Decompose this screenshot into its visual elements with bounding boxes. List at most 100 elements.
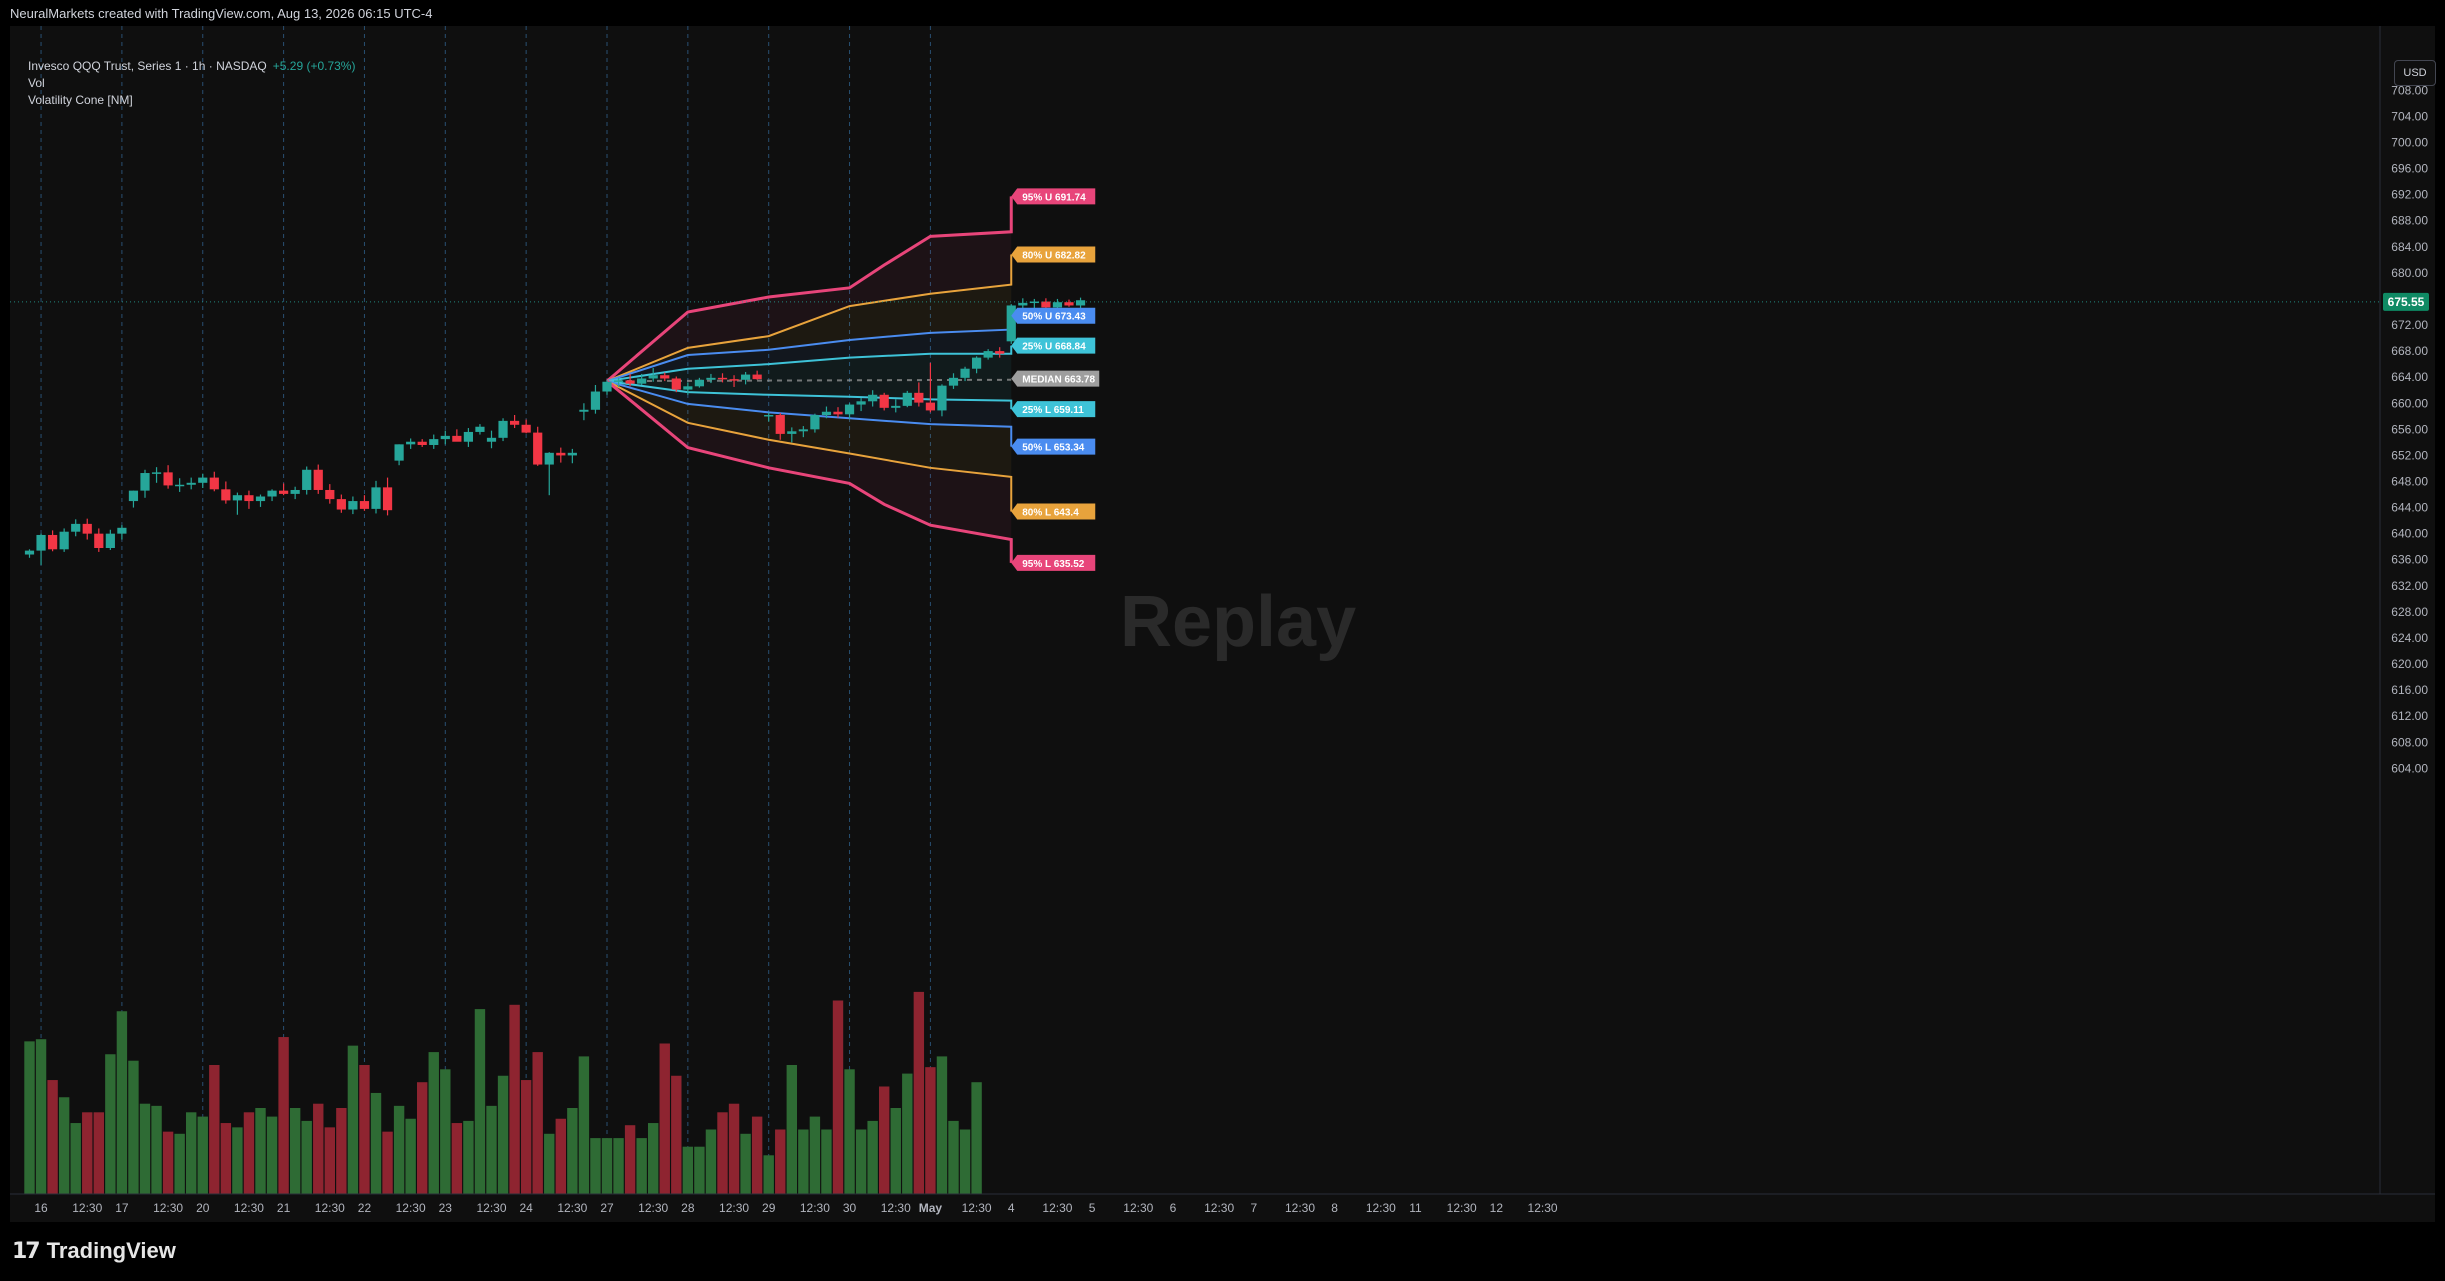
volume-bar: [128, 1060, 139, 1194]
candle-body: [510, 420, 520, 425]
price-tick-label: 672.00: [2391, 318, 2428, 332]
price-tick-label: 652.00: [2391, 448, 2428, 462]
currency-button[interactable]: USD: [2394, 60, 2436, 86]
volume-bar: [636, 1138, 647, 1194]
candle-body: [891, 405, 901, 408]
volume-bar: [105, 1054, 116, 1194]
legend-symbol[interactable]: Invesco QQQ Trust, Series 1 · 1h · NASDA…: [28, 59, 267, 73]
time-tick-label: 21: [277, 1201, 291, 1215]
time-tick-label: 12:30: [396, 1201, 426, 1215]
volume-bar: [659, 1043, 670, 1194]
time-axis[interactable]: 16 12:30 17 12:30 20 12:30 21 12:30 22 12:30 23 12:…: [10, 1193, 2435, 1222]
volume-bar: [520, 1080, 532, 1194]
price-tick-label: 628.00: [2391, 605, 2428, 619]
candle-body: [983, 351, 993, 358]
volume-bar: [486, 1105, 497, 1194]
time-tick-label: 5: [1089, 1201, 1096, 1215]
volume-bar: [359, 1065, 370, 1194]
volume-bar: [844, 1069, 855, 1194]
cone-line-25u: [606, 345, 1013, 383]
volume-bar: [532, 1052, 543, 1194]
candle-body: [186, 482, 196, 485]
candle-body: [948, 377, 959, 386]
candle-body: [752, 374, 762, 380]
tradingview-logo-icon: 17: [12, 1238, 41, 1264]
time-tick-label: 22: [358, 1201, 372, 1215]
time-tick-label: 30: [843, 1201, 857, 1215]
time-tick-label: 27: [600, 1201, 614, 1215]
volume-bar: [821, 1129, 832, 1194]
volume-bar: [613, 1138, 624, 1194]
candle-body: [544, 452, 554, 465]
candle-body: [972, 357, 982, 369]
time-tick-label: 24: [519, 1201, 533, 1215]
cone-label-bg: [1011, 503, 1096, 520]
volume-bar: [70, 1123, 81, 1194]
candle-body: [163, 472, 173, 486]
candle-body: [140, 473, 150, 491]
candle-body: [1075, 300, 1086, 306]
price-chart[interactable]: Replay 95% U 691.74 80% U 682.82 50% U 673…: [10, 26, 2435, 1222]
volume-bar: [232, 1127, 243, 1194]
cone-label-bg: [1011, 370, 1100, 387]
candle-body: [775, 414, 785, 434]
volume-bar: [174, 1133, 185, 1194]
time-tick-label: 6: [1170, 1201, 1177, 1215]
volume-bar: [93, 1112, 104, 1194]
session-grid: [40, 26, 931, 1194]
time-tick-label: 12:30: [557, 1201, 587, 1215]
cone-labels: 95% U 691.74 80% U 682.82 50% U 673.43 25% …: [1011, 188, 1100, 571]
cone-band-6: [607, 381, 1012, 540]
time-tick-label: 12:30: [1123, 1201, 1153, 1215]
chart-pane[interactable]: Replay 95% U 691.74 80% U 682.82 50% U 673…: [10, 26, 2436, 1222]
price-tick-label: 684.00: [2391, 240, 2428, 254]
volume-bar: [35, 1039, 47, 1194]
candle-body: [429, 439, 439, 445]
candle-body: [741, 374, 751, 380]
time-tick-label: 12:30: [719, 1201, 749, 1215]
volume-bar: [809, 1116, 821, 1194]
candle-body: [637, 378, 647, 384]
candle-body: [325, 489, 335, 500]
price-tick-label: 640.00: [2391, 527, 2428, 541]
candle-body: [868, 394, 878, 402]
time-tick-label: May: [919, 1201, 943, 1215]
volume-bar: [428, 1052, 439, 1194]
candle-body: [59, 531, 69, 550]
legend-volume[interactable]: Vol: [28, 76, 45, 90]
candle-body: [175, 484, 185, 487]
time-tick-label: 12:30: [962, 1201, 992, 1215]
volume-bar: [116, 1011, 128, 1194]
cone-line-80u: [606, 254, 1013, 383]
volume-bar: [336, 1108, 347, 1194]
candle-body: [94, 533, 104, 549]
replay-watermark-text: Replay: [1120, 582, 1356, 662]
price-tick-label: 704.00: [2391, 109, 2428, 123]
volume-bar: [671, 1075, 682, 1194]
volume-bar: [209, 1065, 220, 1194]
candle-body: [625, 380, 635, 384]
candle-body: [960, 368, 970, 378]
price-axis[interactable]: 604.00 608.00 612.00 616.00 620.00 624.00 628.…: [2379, 26, 2435, 1222]
candle-body: [556, 452, 566, 456]
volume-bar: [440, 1069, 451, 1194]
volume-bar: [763, 1155, 774, 1194]
tradingview-brand[interactable]: 17 TradingView: [12, 1238, 176, 1264]
legend-indicator[interactable]: Volatility Cone [NM]: [28, 93, 133, 107]
volume-bar: [417, 1082, 428, 1194]
candle-body: [498, 420, 508, 438]
cone-band-5: [607, 381, 1012, 477]
candle-body: [452, 435, 462, 442]
candle-body: [290, 489, 300, 494]
candle-body: [925, 402, 935, 411]
candle-body: [590, 391, 601, 410]
candle-body: [221, 489, 231, 501]
time-tick-label: 12:30: [638, 1201, 668, 1215]
time-tick-label: 12:30: [1366, 1201, 1396, 1215]
candle-body: [648, 375, 658, 379]
attribution-bar: NeuralMarkets created with TradingView.c…: [0, 0, 2445, 26]
volume-bar: [370, 1092, 382, 1194]
time-tick-label: 12:30: [881, 1201, 911, 1215]
candle-body: [833, 411, 843, 415]
candle-body: [244, 495, 254, 502]
